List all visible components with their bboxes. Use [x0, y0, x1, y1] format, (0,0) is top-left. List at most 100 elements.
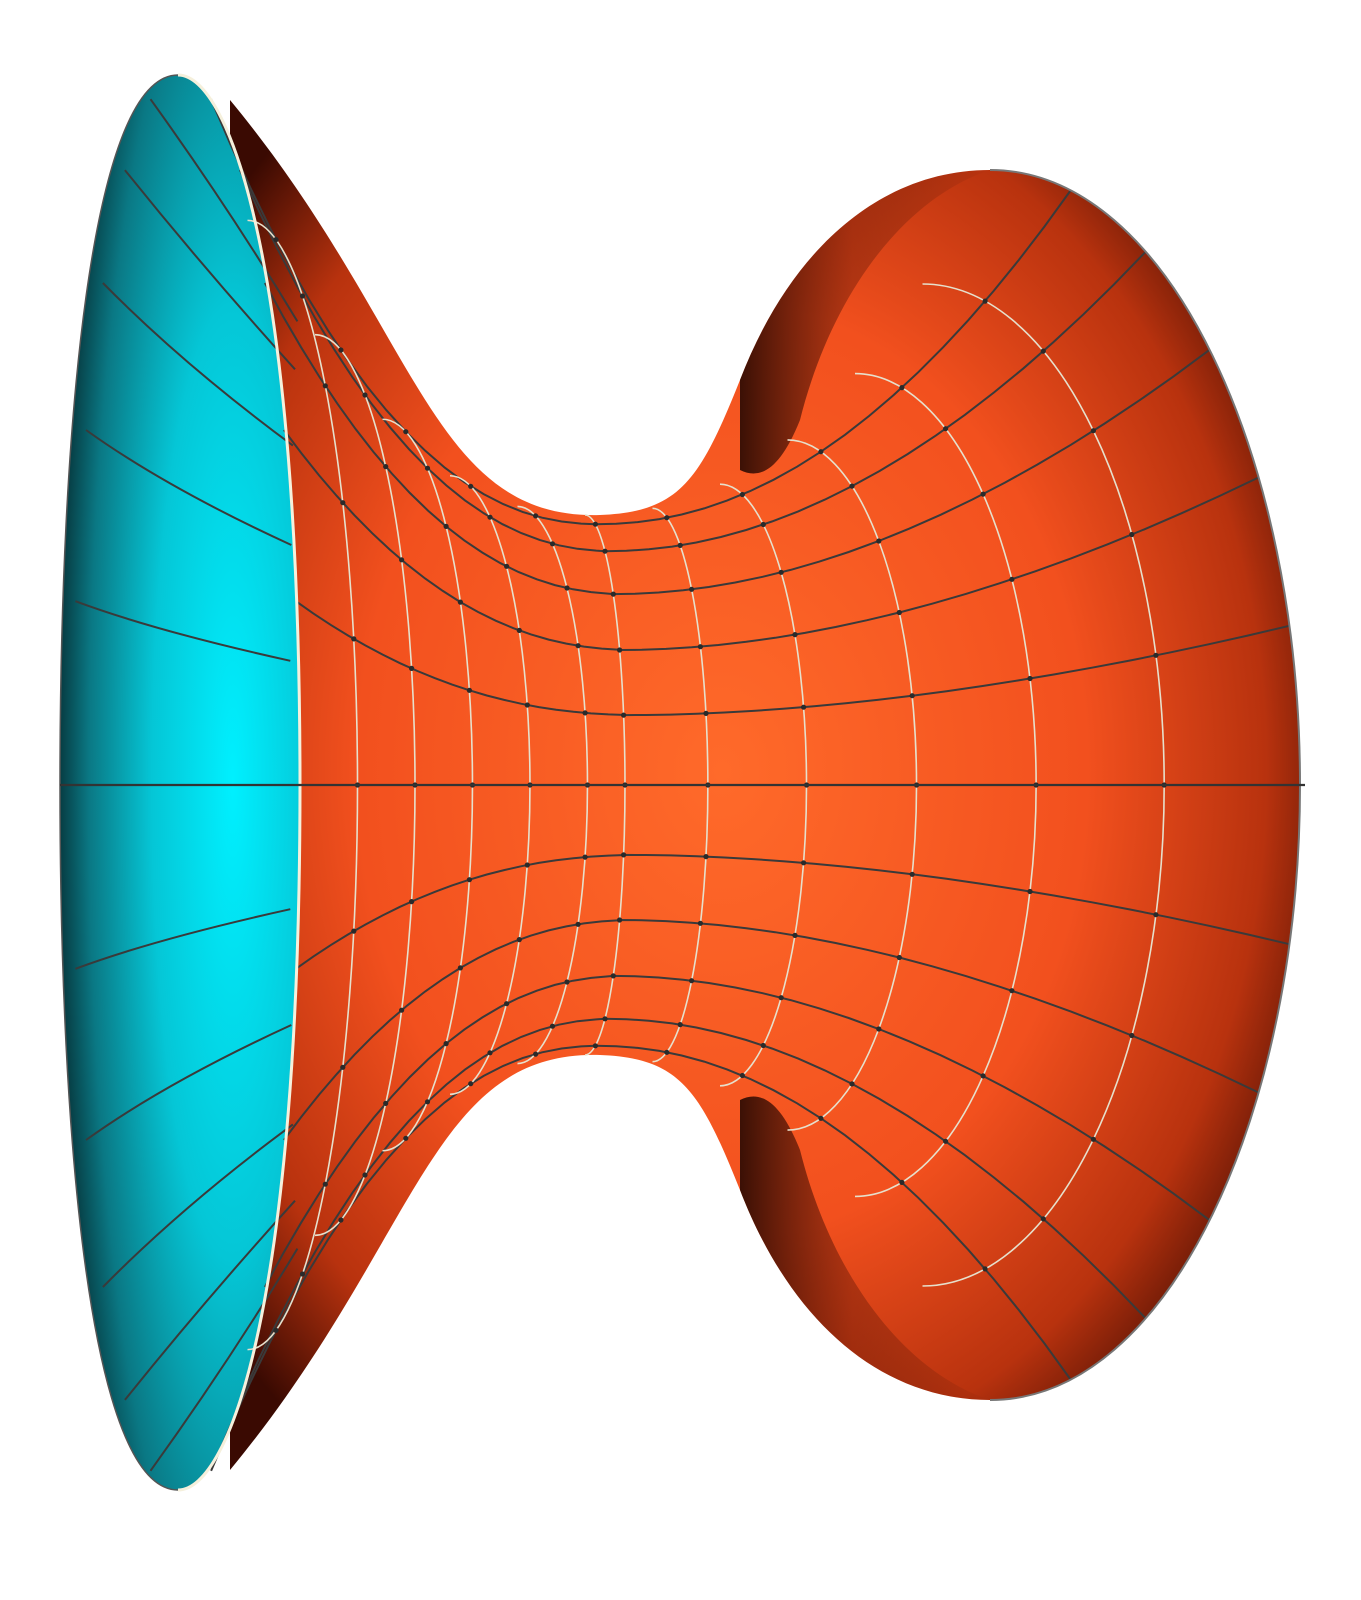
mesh-vertex-dot — [1129, 1032, 1135, 1039]
mesh-vertex-dot — [677, 1022, 683, 1028]
mesh-vertex-dot — [801, 860, 807, 866]
mesh-vertex-dot — [443, 523, 449, 530]
mesh-vertex-dot — [383, 1100, 389, 1106]
mesh-vertex-dot — [778, 995, 784, 1001]
inner-mesh-line — [102, 282, 294, 447]
mesh-vertex-dot — [849, 1081, 855, 1087]
right-back-shadow-top — [740, 170, 990, 474]
mesh-vertex-dot — [575, 921, 581, 927]
inner-mesh-line — [75, 600, 291, 662]
inner-mesh-line — [149, 98, 299, 322]
mesh-vertex-dot — [1040, 1216, 1046, 1222]
mesh-vertex-dot — [409, 899, 415, 905]
mesh-vertex-dot — [909, 871, 915, 877]
mesh-vertex-dot — [664, 1049, 670, 1055]
mesh-vertex-dot — [739, 491, 746, 498]
mesh-vertex-dot — [760, 1042, 766, 1049]
mesh-vertex-dot — [403, 429, 409, 435]
mesh-vertex-dot — [582, 710, 588, 716]
mesh-vertex-dot — [792, 932, 798, 939]
mesh-vertex-dot — [1090, 428, 1096, 434]
mesh-vertex-dot — [1040, 348, 1046, 354]
mesh-vertex-dot — [896, 609, 902, 616]
mesh-vertex-dot — [1027, 888, 1033, 895]
mesh-vertex-dot — [943, 426, 949, 432]
mesh-vertex-dot — [340, 500, 346, 506]
mesh-vertex-dot — [610, 591, 616, 597]
mesh-vertex-dot — [533, 513, 539, 519]
mesh-vertex-dot — [1009, 576, 1015, 582]
right-back-shadow-bottom — [740, 1096, 990, 1400]
mesh-vertex-dot — [351, 928, 357, 934]
mesh-vertex-dot — [818, 1115, 824, 1121]
mesh-vertex-dot — [621, 712, 627, 718]
mesh-vertex-dot — [466, 687, 472, 693]
mesh-vertex-dot — [403, 1135, 409, 1141]
mesh-vertex-dots — [273, 237, 1167, 1333]
mesh-vertex-dot — [322, 383, 328, 389]
mesh-vertex-dot — [899, 385, 905, 391]
mesh-vertex-dot — [899, 1179, 905, 1185]
mesh-vertex-dot — [338, 1217, 344, 1223]
mesh-vertex-dot — [982, 298, 988, 304]
mesh-vertex-dot — [424, 465, 431, 471]
mesh-vertex-dot — [703, 710, 709, 717]
mesh-vertex-dot — [516, 937, 522, 943]
mesh-vertex-dot — [516, 627, 522, 634]
mesh-vertex-dot — [602, 1016, 608, 1022]
inner-surface — [60, 75, 300, 1490]
mesh-vertex-dot — [689, 586, 695, 592]
mesh-vertex-dot — [876, 1026, 882, 1032]
mesh-vertex-dot — [1027, 675, 1033, 682]
mesh-vertex-dot — [487, 514, 493, 520]
mesh-vertex-dot — [457, 965, 463, 971]
mesh-vertex-dot — [468, 1081, 474, 1087]
mesh-vertex-dot — [564, 585, 570, 591]
mesh-vertex-dot — [340, 1064, 346, 1070]
mesh-vertex-dot — [1153, 652, 1159, 658]
mesh-vertex-dot — [818, 449, 824, 455]
mesh-vertex-dot — [504, 1001, 510, 1007]
mesh-vertex-dot — [697, 644, 704, 650]
mesh-vertex-dot — [273, 237, 279, 243]
mesh-vertex-dot — [399, 557, 405, 563]
mesh-vertex-dot — [849, 483, 855, 489]
mesh-vertex-dot — [760, 521, 766, 528]
mesh-vertex-dot — [801, 704, 807, 710]
mesh-vertex-dot — [592, 1043, 599, 1049]
mesh-vertex-dot — [876, 538, 882, 544]
mesh-vertex-dot — [468, 483, 474, 489]
mesh-vertex-dot — [504, 563, 510, 569]
mesh-vertex-dot — [383, 464, 389, 470]
mesh-vertex-dot — [564, 979, 570, 985]
mesh-vertex-dot — [792, 632, 798, 638]
mesh-vertex-dot — [1129, 531, 1135, 538]
mesh-vertex-dot — [980, 1073, 986, 1079]
mesh-vertex-dot — [575, 643, 581, 649]
mesh-vertex-dot — [273, 1327, 279, 1333]
mesh-vertex-dot — [533, 1051, 539, 1057]
mesh-vertex-dot — [1090, 1136, 1096, 1142]
mesh-vertex-dot — [703, 854, 709, 860]
inner-mesh-line — [75, 908, 291, 970]
mesh-vertex-dot — [351, 636, 357, 642]
mesh-vertex-dot — [1153, 912, 1159, 918]
mesh-vertex-dot — [697, 920, 704, 926]
mesh-vertex-dot — [299, 293, 306, 299]
mesh-vertex-dot — [338, 347, 344, 353]
mesh-vertex-dot — [457, 599, 463, 605]
mesh-vertex-dot — [592, 521, 599, 527]
mesh-vertex-dot — [524, 862, 530, 868]
mesh-vertex-dot — [443, 1041, 449, 1047]
mesh-vertex-dot — [399, 1007, 405, 1013]
mesh-vertex-dot — [322, 1181, 328, 1187]
mesh-vertex-dot — [524, 702, 530, 708]
mesh-vertex-dot — [582, 854, 588, 860]
mesh-vertex-dot — [409, 665, 415, 672]
mesh-vertex-dot — [617, 647, 623, 653]
mesh-vertex-dot — [549, 1023, 556, 1029]
mesh-vertex-dot — [602, 548, 608, 554]
mesh-vertex-dot — [778, 569, 784, 575]
mesh-vertex-dot — [1009, 988, 1015, 994]
